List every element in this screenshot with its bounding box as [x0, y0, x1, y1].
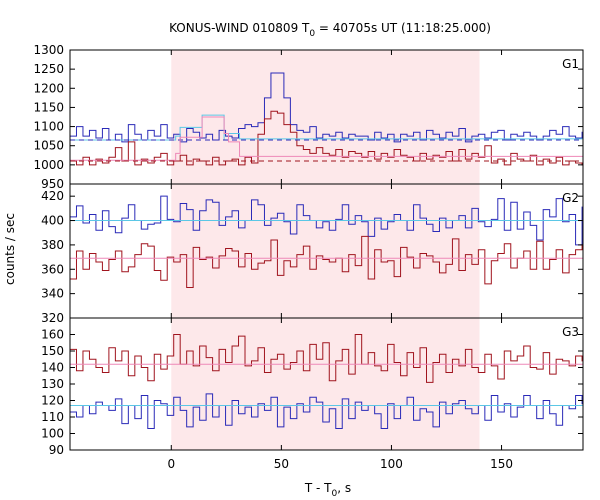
x-tick-label: 0 [167, 457, 175, 471]
y-tick-label: 340 [41, 287, 64, 301]
y-tick-label: 110 [41, 410, 64, 424]
panel-data-layer [70, 72, 583, 166]
y-tick-label: 320 [41, 311, 64, 325]
y-tick-label: 1200 [33, 81, 64, 95]
plot-panels: 9501000105011001150120012501300G13203403… [33, 43, 584, 471]
series-pink-model [70, 116, 583, 161]
highlight-interval-band [171, 184, 480, 318]
series-red-counts [70, 334, 583, 383]
panel-label-g1: G1 [562, 57, 579, 71]
panel-g2: 320 340 360 380 400 420 G2 [41, 183, 584, 325]
panel-g1: 950 1000 1050 1100 1150 1200 1250 1300 G1 [33, 43, 584, 191]
y-tick-label: 1300 [33, 43, 64, 57]
x-axis-label-subscript: 0 [332, 489, 338, 499]
chart-title-prefix: KONUS-WIND 010809 T [169, 21, 310, 35]
series-blue-counts [70, 195, 583, 246]
panel-label-g2: G2 [562, 191, 579, 205]
y-tick-label: 950 [41, 177, 64, 191]
y-tick-label: 130 [41, 377, 64, 391]
x-tick-label: 150 [490, 457, 513, 471]
y-tick-label: 150 [41, 344, 64, 358]
y-axis-label: counts / sec [3, 213, 17, 285]
y-tick-label: 1000 [33, 158, 64, 172]
series-cyan-model [70, 114, 583, 141]
chart-title: KONUS-WIND 010809 T0 = 40705s UT (11:18:… [169, 21, 491, 39]
y-tick-label: 160 [41, 328, 64, 342]
y-tick-label: 1250 [33, 62, 64, 76]
series-blue-counts [70, 393, 583, 430]
y-tick-label: 90 [49, 443, 64, 457]
series-red-counts [70, 110, 583, 166]
y-tick-label: 400 [41, 214, 64, 228]
y-tick-label: 120 [41, 394, 64, 408]
panel-data-layer [70, 195, 583, 289]
x-tick-label: 50 [274, 457, 289, 471]
chart-title-suffix: = 40705s UT (11:18:25.000) [315, 21, 491, 35]
y-tick-label: 1100 [33, 120, 64, 134]
y-tick-label: 420 [41, 189, 64, 203]
x-axis-label: T - T0, s [304, 481, 351, 499]
x-axis-label-suffix: , s [337, 481, 351, 495]
panel-label-g3: G3 [562, 325, 579, 339]
y-tick-label: 360 [41, 262, 64, 276]
highlight-interval-band [171, 318, 480, 450]
y-tick-label: 100 [41, 427, 64, 441]
x-tick-label: 100 [380, 457, 403, 471]
series-red-counts [70, 235, 583, 289]
y-tick-label: 1050 [33, 139, 64, 153]
y-tick-label: 380 [41, 238, 64, 252]
panel-g3: 90 100 110 120 130 140 150 160 G3 [41, 317, 584, 457]
y-tick-label: 1150 [33, 100, 64, 114]
series-blue-counts [70, 72, 583, 143]
x-axis-label-prefix: T - T [304, 481, 332, 495]
y-tick-label: 140 [41, 361, 64, 375]
chart-title-subscript: 0 [309, 29, 315, 39]
panel-data-layer [70, 334, 583, 430]
